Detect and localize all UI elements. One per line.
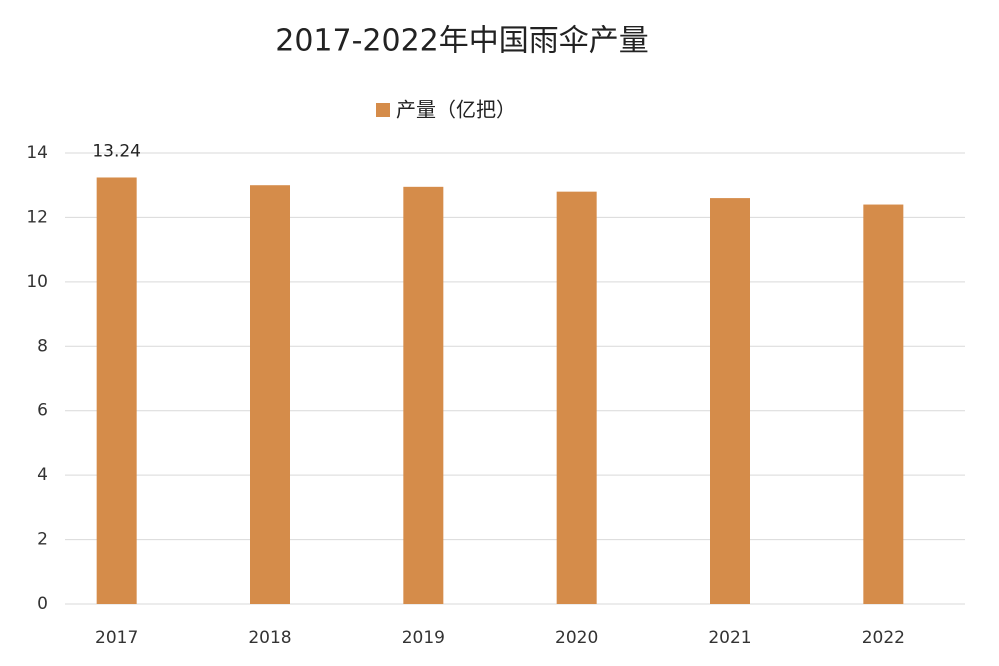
x-tick-label: 2021 bbox=[708, 628, 751, 648]
y-tick-label: 2 bbox=[37, 530, 48, 550]
x-tick-label: 2020 bbox=[555, 628, 598, 648]
x-tick-label: 2022 bbox=[862, 628, 905, 648]
y-tick-label: 4 bbox=[37, 465, 48, 485]
data-label: 13.24 bbox=[92, 141, 141, 161]
bar bbox=[556, 191, 597, 604]
y-tick-label: 6 bbox=[37, 401, 48, 421]
y-tick-label: 0 bbox=[37, 594, 48, 614]
x-tick-label: 2017 bbox=[95, 628, 138, 648]
bar bbox=[403, 186, 444, 604]
y-tick-label: 10 bbox=[26, 272, 48, 292]
y-tick-label: 12 bbox=[26, 207, 48, 227]
bar bbox=[96, 177, 137, 605]
bar bbox=[710, 198, 750, 604]
bar bbox=[863, 204, 904, 605]
y-tick-label: 14 bbox=[26, 143, 48, 163]
x-tick-label: 2019 bbox=[402, 628, 445, 648]
legend-label: 产量（亿把） bbox=[396, 98, 516, 122]
chart-title: 2017-2022年中国雨伞产量 bbox=[275, 24, 649, 59]
y-tick-label: 8 bbox=[37, 336, 48, 356]
bar bbox=[250, 185, 290, 604]
x-tick-label: 2018 bbox=[248, 628, 291, 648]
legend-swatch bbox=[376, 103, 390, 117]
